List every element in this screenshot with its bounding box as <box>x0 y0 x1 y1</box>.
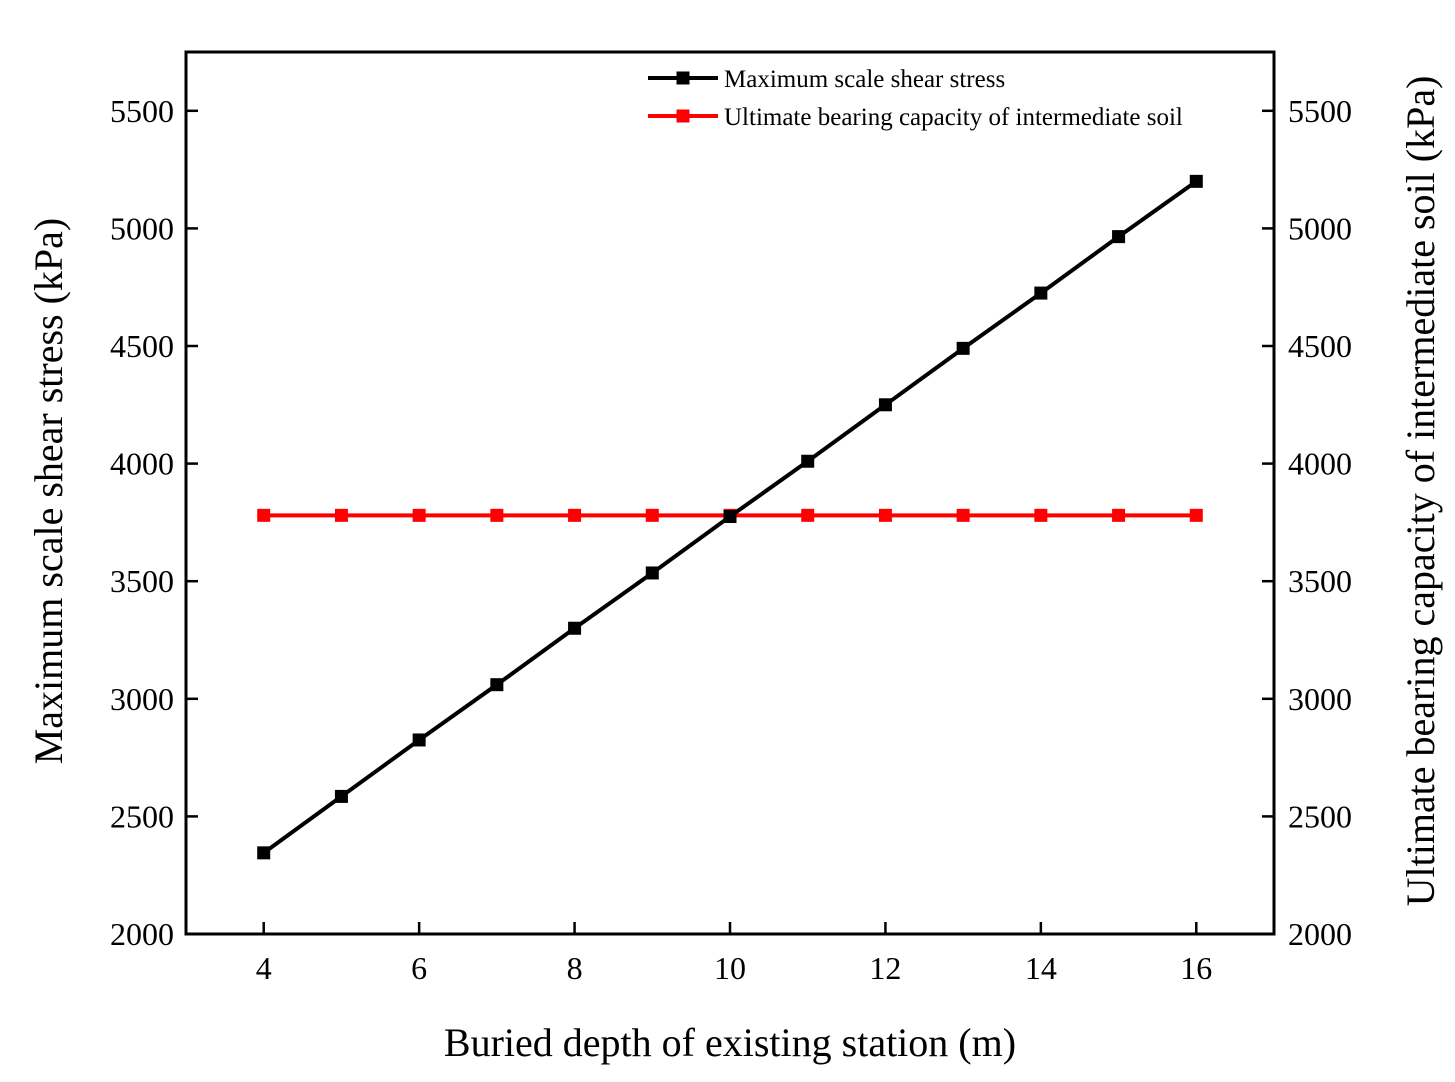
series-2-point <box>257 508 271 522</box>
y2-axis-title: Ultimate bearing capacity of intermediat… <box>1398 76 1443 907</box>
x-tick-label: 10 <box>714 950 746 986</box>
y2-tick-label: 3500 <box>1288 563 1352 599</box>
series-2-point <box>1034 508 1048 522</box>
series-1-point <box>334 789 348 803</box>
series-1-point <box>257 846 271 860</box>
series-2-point <box>334 508 348 522</box>
series-2-point <box>878 508 892 522</box>
x-tick-label: 16 <box>1180 950 1212 986</box>
series-1-point <box>568 621 582 635</box>
y-tick-label: 4000 <box>110 446 174 482</box>
series-layer <box>257 174 1203 860</box>
series-1-point <box>412 733 426 747</box>
series-2-point <box>645 508 659 522</box>
plot-frame <box>184 50 1276 936</box>
series-2-point <box>412 508 426 522</box>
x-axis-title: Buried depth of existing station (m) <box>444 1020 1016 1065</box>
y2-tick-label: 3000 <box>1288 681 1352 717</box>
y2-tick-label: 4500 <box>1288 328 1352 364</box>
series-1-point <box>1189 174 1203 188</box>
series-2-point <box>956 508 970 522</box>
legend-label-2: Ultimate bearing capacity of intermediat… <box>724 104 1183 131</box>
x-tick-label: 12 <box>869 950 901 986</box>
series-1-point <box>723 510 737 524</box>
x-tick-label: 8 <box>567 950 583 986</box>
series-1-point <box>878 398 892 412</box>
series-2-point <box>490 508 504 522</box>
y2-tick-label: 5500 <box>1288 93 1352 129</box>
legend: Maximum scale shear stress Ultimate beari… <box>648 66 1183 131</box>
y-tick-label: 5000 <box>110 210 174 246</box>
y-tick-label: 3000 <box>110 681 174 717</box>
y-tick-label: 2500 <box>110 798 174 834</box>
series-1-point <box>490 678 504 692</box>
legend-marker-1 <box>676 71 690 85</box>
series-2-point <box>801 508 815 522</box>
y2-tick-label: 5000 <box>1288 210 1352 246</box>
axis-layer: 4 6 8 10 12 14 16 2000 2500 3000 3500 4000 4500 5000 5… <box>110 93 1352 986</box>
x-tick-label: 14 <box>1025 950 1057 986</box>
y-tick-label: 2000 <box>110 916 174 952</box>
legend-label-1: Maximum scale shear stress <box>724 66 1005 93</box>
x-tick-label: 4 <box>256 950 272 986</box>
series-2-point <box>1189 508 1203 522</box>
y2-tick-label: 2000 <box>1288 916 1352 952</box>
series-1-point <box>645 566 659 580</box>
series-1-point <box>1112 230 1126 244</box>
y-axis-title: Maximum scale shear stress (kPa) <box>26 218 71 765</box>
series-1-point <box>1034 286 1048 300</box>
y-tick-label: 5500 <box>110 93 174 129</box>
legend-marker-2 <box>676 109 690 123</box>
y-tick-label: 3500 <box>110 563 174 599</box>
series-1-point <box>801 454 815 468</box>
y2-tick-label: 4000 <box>1288 446 1352 482</box>
y2-tick-label: 2500 <box>1288 798 1352 834</box>
series-2-point <box>1112 508 1126 522</box>
series-2-point <box>568 508 582 522</box>
series-1-point <box>956 341 970 355</box>
x-tick-label: 6 <box>411 950 427 986</box>
y-tick-label: 4500 <box>110 328 174 364</box>
